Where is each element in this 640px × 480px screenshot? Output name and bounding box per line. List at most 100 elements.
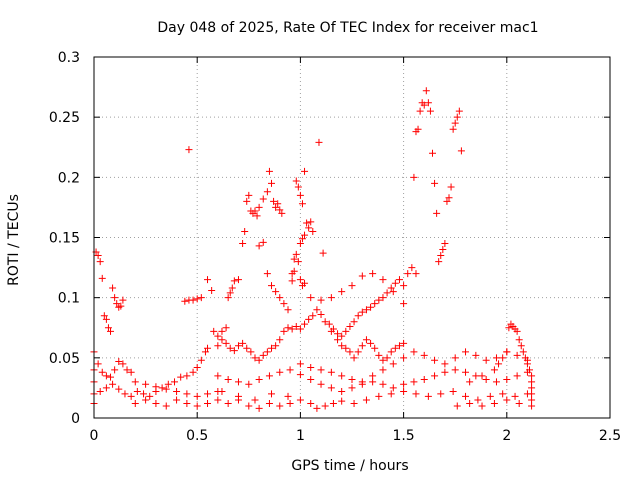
data-point xyxy=(142,396,150,404)
data-point xyxy=(389,288,397,296)
data-point xyxy=(102,372,110,380)
data-point xyxy=(96,258,104,266)
data-point xyxy=(152,383,160,391)
data-point xyxy=(255,404,263,412)
data-point xyxy=(400,354,408,362)
data-point xyxy=(528,402,536,410)
data-point xyxy=(301,320,309,328)
data-point xyxy=(286,366,294,374)
data-point xyxy=(358,342,366,350)
data-point xyxy=(367,303,375,311)
data-point xyxy=(208,286,216,294)
data-point xyxy=(313,404,321,412)
data-point xyxy=(226,289,234,297)
data-point xyxy=(263,270,271,278)
data-point xyxy=(189,296,197,304)
data-point xyxy=(412,270,420,278)
data-point xyxy=(371,300,379,308)
data-point xyxy=(94,360,102,368)
data-point xyxy=(189,368,197,376)
data-point xyxy=(472,372,480,380)
data-point xyxy=(435,258,443,266)
data-point xyxy=(400,380,408,388)
axis-ticks xyxy=(93,56,611,419)
data-point xyxy=(272,342,280,350)
data-point xyxy=(234,342,242,350)
data-point xyxy=(181,297,189,305)
data-point xyxy=(358,272,366,280)
data-point xyxy=(375,392,383,400)
data-point xyxy=(513,351,521,359)
data-point xyxy=(317,366,325,374)
data-point xyxy=(272,203,280,211)
data-point xyxy=(255,203,263,211)
data-point xyxy=(443,197,451,205)
data-point xyxy=(296,396,304,404)
data-point xyxy=(243,344,251,352)
data-point xyxy=(253,212,261,220)
data-point xyxy=(486,392,494,400)
data-point xyxy=(346,323,354,331)
data-point xyxy=(290,255,298,263)
data-point xyxy=(455,107,463,115)
data-point xyxy=(466,378,474,386)
data-point xyxy=(239,240,247,248)
data-point xyxy=(499,354,507,362)
data-point xyxy=(410,348,418,356)
data-point xyxy=(109,380,117,388)
data-point xyxy=(301,231,309,239)
y-tick-label: 0.3 xyxy=(58,50,80,66)
y-tick-label: 0 xyxy=(71,411,80,427)
data-point xyxy=(284,324,292,332)
data-point xyxy=(183,372,191,380)
data-point xyxy=(294,183,302,191)
data-point xyxy=(222,324,230,332)
data-point xyxy=(424,392,432,400)
data-point xyxy=(499,390,507,398)
data-point xyxy=(325,320,333,328)
data-point xyxy=(113,300,121,308)
data-point xyxy=(107,327,115,335)
data-point xyxy=(234,276,242,284)
data-point xyxy=(98,274,106,282)
data-point xyxy=(431,356,439,364)
data-point xyxy=(387,284,395,292)
data-point xyxy=(263,348,271,356)
data-point xyxy=(379,276,387,284)
data-point xyxy=(102,315,110,323)
y-axis-label: ROTI / TECUs xyxy=(6,194,22,286)
data-point xyxy=(412,390,420,398)
data-point xyxy=(420,351,428,359)
data-point xyxy=(152,400,160,408)
data-point xyxy=(342,327,350,335)
data-point xyxy=(115,357,123,365)
data-point xyxy=(204,400,212,408)
data-point xyxy=(503,348,511,356)
data-point xyxy=(272,288,280,296)
data-point xyxy=(259,351,267,359)
data-point xyxy=(511,392,519,400)
data-point xyxy=(109,284,117,292)
grid-lines xyxy=(94,57,610,418)
data-point xyxy=(276,294,284,302)
data-point xyxy=(462,368,470,376)
x-tick-label: 1.5 xyxy=(392,428,414,444)
data-point xyxy=(251,207,259,215)
data-point xyxy=(338,332,346,340)
data-point xyxy=(158,384,166,392)
data-point xyxy=(307,363,315,371)
data-point xyxy=(490,400,498,408)
data-point xyxy=(528,378,536,386)
plot-frame xyxy=(93,56,611,419)
data-point xyxy=(296,371,304,379)
data-point xyxy=(315,138,323,146)
data-point xyxy=(389,360,397,368)
data-point xyxy=(453,402,461,410)
data-point xyxy=(243,197,251,205)
data-point xyxy=(387,390,395,398)
y-tick-label: 0.1 xyxy=(58,291,80,307)
y-tick-label: 0.25 xyxy=(49,110,80,126)
data-point xyxy=(268,282,276,290)
data-point xyxy=(278,209,286,217)
data-point xyxy=(193,363,201,371)
